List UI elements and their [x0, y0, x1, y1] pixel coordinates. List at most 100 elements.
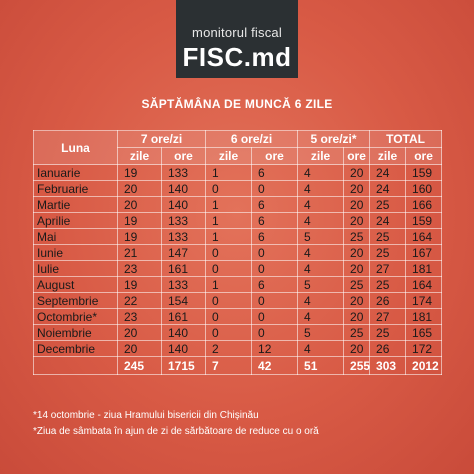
value-cell: 20	[343, 164, 371, 181]
value-cell: 164	[405, 276, 443, 293]
value-cell: 20	[117, 324, 162, 341]
sub-header-ore: ore	[405, 147, 443, 165]
value-cell: 23	[117, 260, 162, 277]
value-cell: 133	[160, 276, 207, 293]
table-row: Septembrie 22 154 0 0 4 20 26 174	[33, 292, 443, 309]
value-cell: 20	[343, 260, 371, 277]
value-cell: 25	[343, 228, 371, 245]
value-cell: 12	[251, 340, 299, 357]
total-cell: 245	[117, 356, 162, 375]
group-header-5h: 5 ore/zi*	[297, 130, 371, 148]
value-cell: 0	[205, 180, 253, 197]
month-cell: Februarie	[33, 180, 118, 197]
value-cell: 4	[297, 180, 345, 197]
value-cell: 19	[117, 212, 162, 229]
value-cell: 133	[160, 164, 207, 181]
value-cell: 0	[251, 292, 299, 309]
value-cell: 20	[343, 292, 371, 309]
month-cell: Septembrie	[33, 292, 118, 309]
group-header-total: TOTAL	[369, 130, 443, 148]
value-cell: 25	[369, 228, 407, 245]
value-cell: 4	[297, 196, 345, 213]
month-cell: Octombrie*	[33, 308, 118, 325]
value-cell: 20	[343, 308, 371, 325]
page-title: SĂPTĂMÂNA DE MUNCĂ 6 ZILE	[141, 97, 333, 111]
work-hours-table: Luna 7 ore/zi 6 ore/zi 5 ore/zi* TOTAL z…	[33, 130, 443, 375]
value-cell: 5	[297, 228, 345, 245]
footnote: *Ziua de sâmbata în ajun de zi de sărbăt…	[33, 426, 319, 437]
value-cell: 4	[297, 260, 345, 277]
value-cell: 20	[343, 244, 371, 261]
value-cell: 0	[251, 244, 299, 261]
value-cell: 6	[251, 212, 299, 229]
value-cell: 26	[369, 340, 407, 357]
totals-row: 245 1715 7 42 51 255 303 2012	[33, 356, 443, 375]
value-cell: 1	[205, 228, 253, 245]
value-cell: 0	[205, 260, 253, 277]
month-cell: Ianuarie	[33, 164, 118, 181]
footnotes: *14 octombrie - ziua Hramului bisericii …	[33, 408, 453, 440]
value-cell: 20	[117, 340, 162, 357]
value-cell: 6	[251, 228, 299, 245]
value-cell: 20	[117, 196, 162, 213]
table-row: August 19 133 1 6 5 25 25 164	[33, 276, 443, 293]
table-row: Decembrie 20 140 2 12 4 20 26 172	[33, 340, 443, 357]
month-cell: Noiembrie	[33, 324, 118, 341]
value-cell: 25	[369, 276, 407, 293]
table-row: Noiembrie 20 140 0 0 5 25 25 165	[33, 324, 443, 341]
value-cell: 22	[117, 292, 162, 309]
value-cell: 27	[369, 260, 407, 277]
logo-top-text: monitorul fiscal	[192, 25, 282, 40]
value-cell: 2	[205, 340, 253, 357]
fisc-logo: monitorul fiscal FISC.md	[176, 0, 298, 78]
month-cell: Aprilie	[33, 212, 118, 229]
value-cell: 133	[160, 212, 207, 229]
value-cell: 1	[205, 276, 253, 293]
value-cell: 166	[405, 196, 443, 213]
value-cell: 6	[251, 196, 299, 213]
value-cell: 19	[117, 276, 162, 293]
total-cell: 303	[369, 356, 407, 375]
value-cell: 147	[160, 244, 207, 261]
value-cell: 0	[251, 308, 299, 325]
month-cell: Iulie	[33, 260, 118, 277]
group-header-6h: 6 ore/zi	[205, 130, 299, 148]
value-cell: 0	[205, 324, 253, 341]
total-cell: 2012	[405, 356, 443, 375]
value-cell: 6	[251, 164, 299, 181]
value-cell: 167	[405, 244, 443, 261]
value-cell: 160	[405, 180, 443, 197]
value-cell: 4	[297, 308, 345, 325]
sub-header-ore: ore	[160, 147, 207, 165]
sub-header-ore: ore	[343, 147, 371, 165]
table-row: Februarie 20 140 0 0 4 20 24 160	[33, 180, 443, 197]
value-cell: 165	[405, 324, 443, 341]
table-row: Octombrie* 23 161 0 0 4 20 27 181	[33, 308, 443, 325]
value-cell: 20	[343, 180, 371, 197]
total-cell: 42	[251, 356, 299, 375]
value-cell: 1	[205, 196, 253, 213]
table-row: Mai 19 133 1 6 5 25 25 164	[33, 228, 443, 245]
value-cell: 140	[160, 180, 207, 197]
group-header-7h: 7 ore/zi	[116, 130, 207, 148]
table-row: Ianuarie 19 133 1 6 4 20 24 159	[33, 164, 443, 181]
sub-header-zile: zile	[297, 147, 345, 165]
value-cell: 161	[160, 260, 207, 277]
value-cell: 25	[369, 244, 407, 261]
value-cell: 140	[160, 324, 207, 341]
value-cell: 24	[369, 164, 407, 181]
value-cell: 4	[297, 164, 345, 181]
value-cell: 159	[405, 212, 443, 229]
table-row: Aprilie 19 133 1 6 4 20 24 159	[33, 212, 443, 229]
value-cell: 25	[369, 196, 407, 213]
total-cell: 51	[297, 356, 345, 375]
sub-header-ore: ore	[251, 147, 299, 165]
value-cell: 181	[405, 260, 443, 277]
value-cell: 172	[405, 340, 443, 357]
value-cell: 20	[117, 180, 162, 197]
value-cell: 1	[205, 212, 253, 229]
value-cell: 0	[205, 244, 253, 261]
month-cell: August	[33, 276, 118, 293]
value-cell: 21	[117, 244, 162, 261]
value-cell: 159	[405, 164, 443, 181]
